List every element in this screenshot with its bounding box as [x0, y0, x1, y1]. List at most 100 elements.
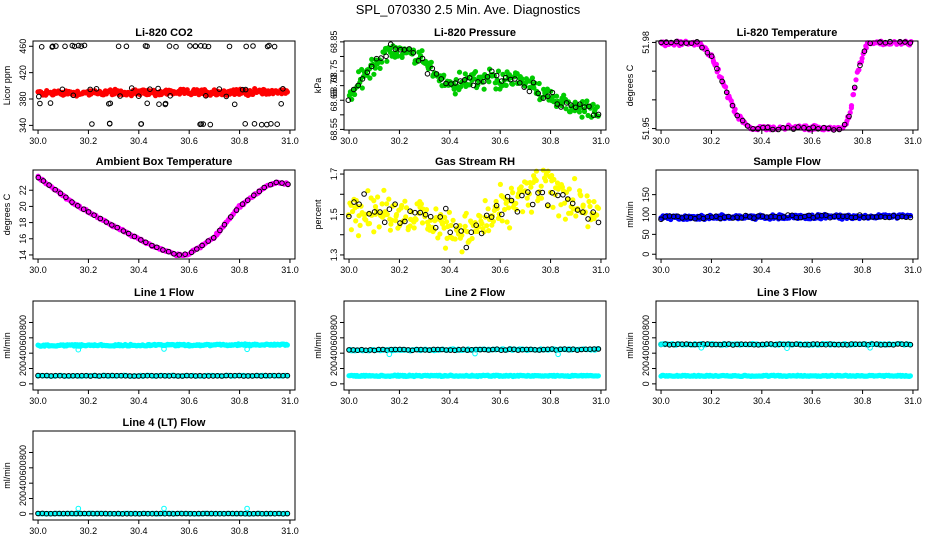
data-point — [393, 218, 399, 224]
data-point — [790, 126, 797, 132]
data-point — [350, 208, 356, 215]
data-point — [658, 341, 664, 348]
y-tick-label: 800 — [329, 315, 339, 330]
data-point — [162, 100, 169, 107]
data-point — [578, 193, 584, 199]
data-point — [147, 86, 153, 92]
y-tick-label: 20 — [18, 201, 28, 211]
data-point — [529, 75, 536, 81]
y-tick-label: 1.5 — [329, 208, 339, 221]
x-tick-label: 30.8 — [854, 396, 872, 406]
y-tick-label: 0 — [641, 381, 651, 386]
data-point — [284, 372, 291, 379]
x-tick-label: 30.0 — [29, 526, 47, 536]
data-point — [533, 177, 539, 184]
data-point — [367, 75, 373, 81]
data-point — [852, 214, 859, 221]
data-point — [533, 168, 540, 174]
data-point — [719, 78, 725, 85]
data-point — [464, 229, 470, 235]
data-point — [171, 251, 177, 257]
data-point — [848, 103, 855, 109]
data-point — [558, 104, 564, 110]
x-tick-label: 30.2 — [80, 396, 98, 406]
data-point — [413, 217, 419, 223]
data-point — [585, 224, 591, 230]
data-point — [53, 43, 59, 49]
data-point — [433, 71, 440, 77]
data-point — [89, 121, 95, 127]
data-point — [75, 505, 82, 512]
data-point — [346, 212, 352, 218]
panel-line-4-lt-flow: Line 4 (LT) Flow ml/min 30.0 30.2 30.4 30.6 30… — [2, 417, 299, 536]
data-point — [530, 79, 537, 86]
data-point — [579, 114, 585, 120]
data-point — [384, 211, 390, 217]
data-point — [497, 181, 503, 187]
data-point — [403, 205, 410, 211]
data-point — [481, 86, 487, 92]
data-point — [846, 113, 852, 120]
y-tick-label: 200 — [329, 361, 339, 376]
data-point — [521, 84, 528, 90]
y-tick-label: 22 — [18, 185, 28, 195]
data-point — [841, 121, 848, 128]
data-point — [243, 43, 249, 50]
data-point — [363, 217, 369, 223]
data-point — [135, 93, 142, 99]
series-temp-black — [658, 38, 914, 133]
y-tick-label: 400 — [641, 346, 651, 361]
data-point — [825, 125, 832, 132]
x-tick-label: 30.2 — [391, 396, 409, 406]
panel-li-820-pressure: Li-820 Pressure kPa 30.0 30.2 30.4 30.6 30.8 31… — [313, 27, 610, 146]
data-point — [350, 86, 357, 93]
data-point — [406, 46, 413, 52]
data-point — [188, 249, 195, 256]
y-tick-label: 600 — [18, 460, 28, 475]
data-point — [475, 79, 481, 85]
data-point — [519, 76, 525, 82]
data-point — [539, 189, 546, 196]
data-point — [356, 201, 362, 207]
data-point — [160, 247, 166, 253]
y-axis-label: ml/min — [625, 201, 635, 228]
series-sample-black — [658, 212, 914, 223]
data-point — [384, 58, 390, 64]
data-point — [560, 192, 566, 198]
data-point — [484, 223, 490, 229]
data-point — [448, 222, 454, 228]
x-tick-label: 30.4 — [441, 136, 459, 146]
data-point — [907, 373, 914, 379]
data-point — [40, 178, 47, 184]
y-tick-label: 0 — [641, 252, 651, 257]
data-point — [694, 39, 700, 45]
data-point — [368, 63, 375, 70]
panel-title: Sample Flow — [753, 156, 821, 168]
data-point — [354, 203, 360, 209]
data-point — [502, 74, 509, 81]
plot-frame — [655, 300, 919, 391]
data-point — [182, 251, 188, 257]
data-point — [371, 71, 377, 77]
y-tick-label: 420 — [18, 65, 28, 80]
data-point — [52, 186, 59, 193]
data-point — [399, 202, 405, 209]
data-point — [49, 43, 56, 50]
data-point — [480, 78, 487, 85]
x-tick-label: 30.8 — [231, 136, 249, 146]
data-point — [410, 50, 417, 56]
data-point — [176, 252, 183, 258]
data-point — [271, 43, 278, 50]
data-point — [187, 43, 193, 49]
data-point — [907, 341, 914, 348]
panel-gas-stream-rh: Gas Stream RH percent 30.0 30.2 30.4 30.6 30.8… — [313, 156, 610, 275]
data-point — [442, 245, 449, 251]
data-point — [442, 214, 448, 220]
data-point — [458, 228, 465, 234]
data-point — [456, 69, 463, 75]
data-point — [469, 235, 475, 242]
data-point — [228, 214, 234, 220]
data-point — [261, 184, 268, 191]
data-point — [493, 86, 499, 92]
series-line3-cyan-open — [658, 341, 873, 352]
